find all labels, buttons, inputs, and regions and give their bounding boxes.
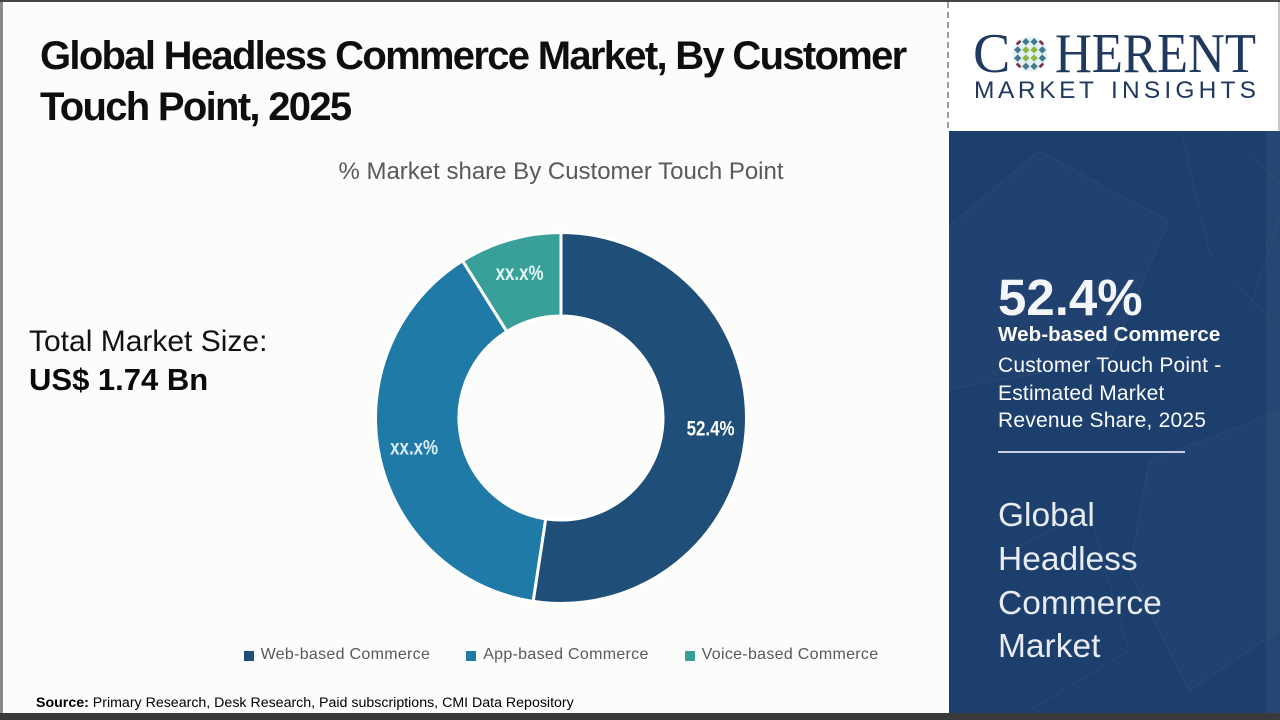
sidebar-divider	[998, 451, 1185, 453]
legend-marker-app-based-commerce	[466, 650, 477, 661]
dashed-divider	[947, 2, 949, 131]
legend-label-app-based-commerce: App-based Commerce	[483, 646, 649, 663]
donut-segment-app-based-commerce	[374, 259, 548, 603]
donut-segment-voice-based-commerce	[461, 231, 563, 334]
slide-border-left	[0, 2, 3, 713]
legend-marker-voice-based-commerce	[684, 650, 695, 661]
legend-item-app-based-commerce: App-based Commerce	[466, 646, 648, 664]
donut-chart: 52.4% xx.x% xx.x%	[370, 227, 754, 611]
legend-label-voice-based-commerce: Voice-based Commerce	[701, 646, 879, 663]
sidebar-panel: 52.4% Web-based Commerce Customer Touch …	[949, 131, 1280, 713]
legend-marker-web-based-commerce	[243, 650, 254, 661]
legend-item-web-based-commerce: Web-based Commerce	[243, 646, 431, 664]
chart-subtitle: % Market share By Customer Touch Point	[338, 158, 784, 185]
logo-globe-halo	[1012, 36, 1048, 72]
legend-item-voice-based-commerce: Voice-based Commerce	[684, 646, 879, 664]
donut-label-web-based-commerce: 52.4%	[687, 417, 735, 440]
total-market-size: Total Market Size: US$ 1.74 Bn	[29, 323, 267, 399]
legend-label-web-based-commerce: Web-based Commerce	[260, 646, 431, 663]
donut-segment-web-based-commerce	[531, 231, 748, 605]
page-title: Global Headless Commerce Market, By Cust…	[40, 33, 907, 129]
sidebar-stat-description: Customer Touch Point - Estimated Market Re…	[998, 354, 1222, 432]
logo-letter-c: C	[973, 23, 1010, 85]
logo-word-herent: HERENT	[1055, 23, 1256, 85]
slide-border-bottom	[0, 713, 1280, 720]
slide-border-right	[1278, 2, 1280, 131]
chart-panel: Global Headless Commerce Market, By Cust…	[3, 2, 949, 713]
donut-label-app-based-commerce: xx.x%	[390, 436, 438, 459]
logo-subtitle-market: MARKET	[974, 77, 1094, 104]
donut-chart-svg: 52.4% xx.x% xx.x%	[374, 231, 748, 605]
chart-legend: Web-based Commerce App-based Commerce Vo…	[88, 646, 1034, 664]
sidebar-market-name: Global Headless Commerce Market	[998, 497, 1162, 666]
source-note: Source: Primary Research, Desk Research,…	[36, 695, 574, 711]
sidebar-stat-title: Web-based Commerce	[998, 323, 1221, 346]
total-market-size-label: Total Market Size:	[29, 324, 268, 358]
sidebar-background-decor	[1266, 131, 1280, 713]
donut-label-voice-based-commerce: xx.x%	[496, 262, 544, 285]
source-text: Primary Research, Desk Research, Paid su…	[88, 695, 574, 711]
logo-area: C HERENT MARKET INSIGHTS	[949, 2, 1280, 131]
slide-border-top	[0, 0, 1280, 2]
logo-subtitle-insights: INSIGHTS	[1111, 77, 1256, 104]
sidebar-stat-value: 52.4%	[998, 269, 1143, 326]
source-label: Source:	[36, 695, 89, 711]
total-market-size-value: US$ 1.74 Bn	[29, 361, 209, 397]
